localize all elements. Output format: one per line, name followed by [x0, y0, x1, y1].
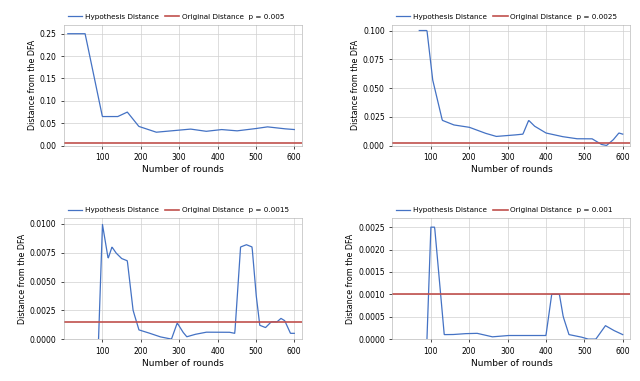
- Hypothesis Distance: [99, 222, 106, 227]
- Original Distance: [61, 141, 68, 146]
- Legend: Hypothesis Distance, Original Distance  p = 0.005: Hypothesis Distance, Original Distance p…: [68, 14, 285, 20]
- Original Distance: [60, 320, 68, 324]
- Hypothesis Distance: [584, 337, 591, 341]
- Legend: Hypothesis Distance, Original Distance  p = 0.001: Hypothesis Distance, Original Distance p…: [396, 207, 613, 213]
- Hypothesis Distance: [199, 129, 207, 133]
- Line: Hypothesis Distance: Hypothesis Distance: [68, 34, 294, 132]
- Hypothesis Distance: [250, 126, 258, 131]
- Line: Hypothesis Distance: Hypothesis Distance: [419, 30, 623, 146]
- Hypothesis Distance: [172, 128, 180, 133]
- Hypothesis Distance: [614, 131, 622, 136]
- Legend: Hypothesis Distance, Original Distance  p = 0.0025: Hypothesis Distance, Original Distance p…: [396, 14, 618, 20]
- Hypothesis Distance: [291, 331, 298, 336]
- Legend: Hypothesis Distance, Original Distance  p = 0.0015: Hypothesis Distance, Original Distance p…: [68, 207, 289, 213]
- Hypothesis Distance: [285, 127, 293, 131]
- Hypothesis Distance: [525, 119, 533, 123]
- Hypothesis Distance: [189, 333, 197, 337]
- X-axis label: Number of rounds: Number of rounds: [142, 359, 224, 368]
- Y-axis label: Distance from the DFA: Distance from the DFA: [351, 40, 360, 130]
- X-axis label: Number of rounds: Number of rounds: [470, 165, 552, 174]
- Hypothesis Distance: [512, 133, 520, 137]
- Hypothesis Distance: [64, 32, 72, 36]
- Hypothesis Distance: [518, 333, 525, 338]
- X-axis label: Number of rounds: Number of rounds: [142, 165, 224, 174]
- Hypothesis Distance: [415, 28, 423, 33]
- Hypothesis Distance: [540, 333, 548, 338]
- Hypothesis Distance: [513, 133, 521, 137]
- Hypothesis Distance: [255, 320, 263, 325]
- X-axis label: Number of rounds: Number of rounds: [470, 359, 552, 368]
- Hypothesis Distance: [603, 143, 611, 148]
- Hypothesis Distance: [536, 127, 544, 132]
- Hypothesis Distance: [619, 132, 627, 136]
- Hypothesis Distance: [173, 128, 181, 133]
- Y-axis label: Distance from the DFA: Distance from the DFA: [28, 40, 36, 130]
- Hypothesis Distance: [188, 333, 196, 338]
- Hypothesis Distance: [516, 333, 524, 338]
- Original Distance: [388, 292, 396, 296]
- Original Distance: [61, 320, 68, 324]
- Line: Hypothesis Distance: Hypothesis Distance: [99, 224, 294, 339]
- Y-axis label: Distance from the DFA: Distance from the DFA: [18, 234, 27, 324]
- Original Distance: [389, 141, 397, 145]
- Hypothesis Distance: [187, 127, 195, 131]
- Hypothesis Distance: [614, 330, 622, 335]
- Original Distance: [389, 292, 397, 296]
- Hypothesis Distance: [423, 337, 431, 341]
- Hypothesis Distance: [582, 136, 590, 141]
- Hypothesis Distance: [212, 330, 220, 335]
- Hypothesis Distance: [152, 130, 160, 134]
- Hypothesis Distance: [201, 330, 209, 335]
- Hypothesis Distance: [427, 225, 435, 229]
- Line: Hypothesis Distance: Hypothesis Distance: [427, 227, 623, 339]
- Original Distance: [388, 141, 396, 145]
- Y-axis label: Distance from the DFA: Distance from the DFA: [346, 234, 355, 324]
- Hypothesis Distance: [619, 332, 627, 337]
- Hypothesis Distance: [95, 337, 102, 341]
- Hypothesis Distance: [286, 330, 294, 335]
- Hypothesis Distance: [529, 333, 537, 338]
- Original Distance: [60, 141, 68, 146]
- Hypothesis Distance: [291, 127, 298, 132]
